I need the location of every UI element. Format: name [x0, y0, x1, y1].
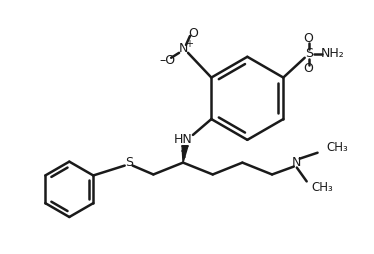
Text: S: S — [305, 47, 313, 60]
Text: CH₃: CH₃ — [327, 141, 348, 154]
Text: O: O — [188, 26, 198, 40]
Text: HN: HN — [174, 133, 192, 146]
Text: O: O — [304, 62, 313, 75]
Text: CH₃: CH₃ — [312, 181, 333, 194]
Text: N: N — [292, 156, 301, 169]
Text: N: N — [178, 42, 188, 55]
Text: NH₂: NH₂ — [321, 47, 344, 60]
Text: –O: –O — [159, 54, 175, 67]
Text: +: + — [185, 39, 193, 49]
Polygon shape — [182, 146, 188, 163]
Text: O: O — [304, 33, 313, 45]
Text: S: S — [125, 156, 133, 169]
